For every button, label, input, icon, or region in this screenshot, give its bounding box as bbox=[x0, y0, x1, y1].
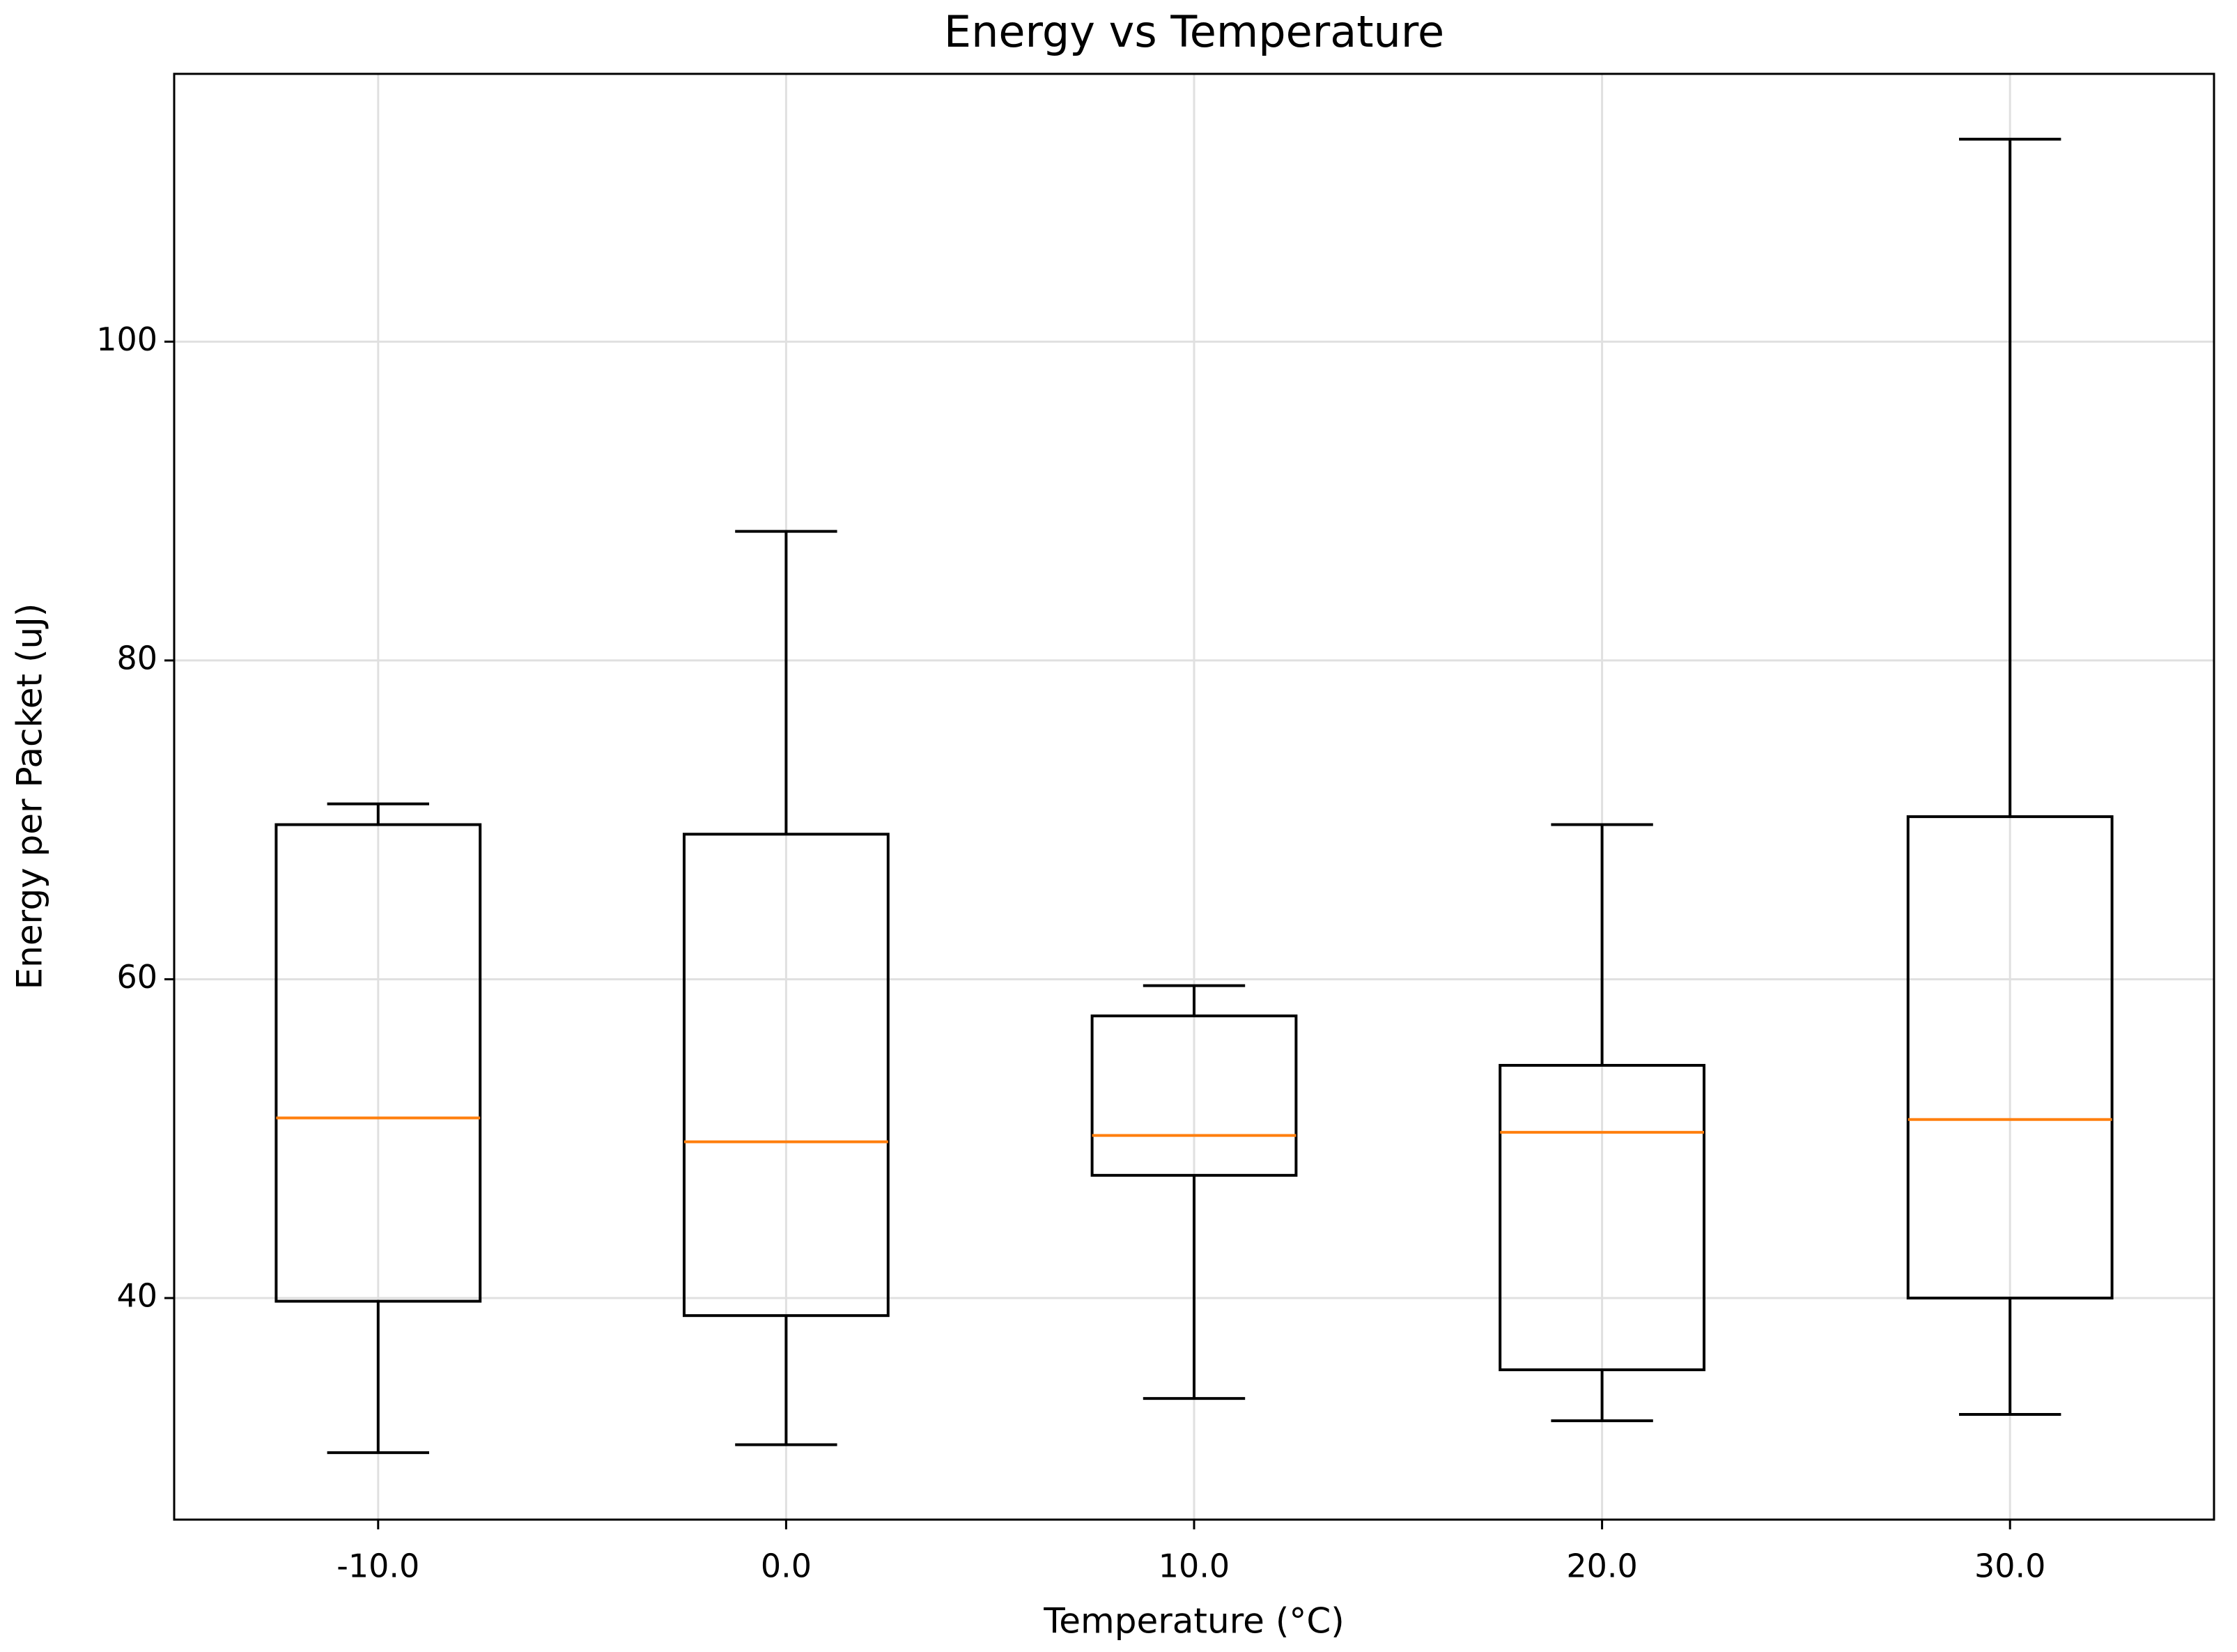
y-tick-label: 60 bbox=[116, 958, 157, 996]
x-tick-label: 30.0 bbox=[1974, 1547, 2045, 1585]
y-tick-label: 100 bbox=[96, 321, 157, 358]
plot-frame bbox=[173, 72, 2215, 1521]
x-tick-label: 10.0 bbox=[1159, 1547, 1230, 1585]
x-axis-label: Temperature (°C) bbox=[1043, 1601, 1345, 1642]
y-tick-label: 40 bbox=[116, 1277, 157, 1315]
box bbox=[1499, 1063, 1705, 1371]
box bbox=[683, 833, 890, 1318]
x-tick-label: -10.0 bbox=[336, 1547, 419, 1585]
box bbox=[1090, 1014, 1298, 1177]
y-tick-label: 80 bbox=[116, 639, 157, 677]
box bbox=[274, 823, 482, 1303]
y-axis-label: Energy per Packet (uJ) bbox=[10, 603, 50, 990]
chart-title: Energy vs Temperature bbox=[944, 6, 1444, 57]
x-tick-label: 0.0 bbox=[761, 1547, 812, 1585]
box bbox=[1906, 815, 2114, 1300]
x-tick-label: 20.0 bbox=[1566, 1547, 1637, 1585]
